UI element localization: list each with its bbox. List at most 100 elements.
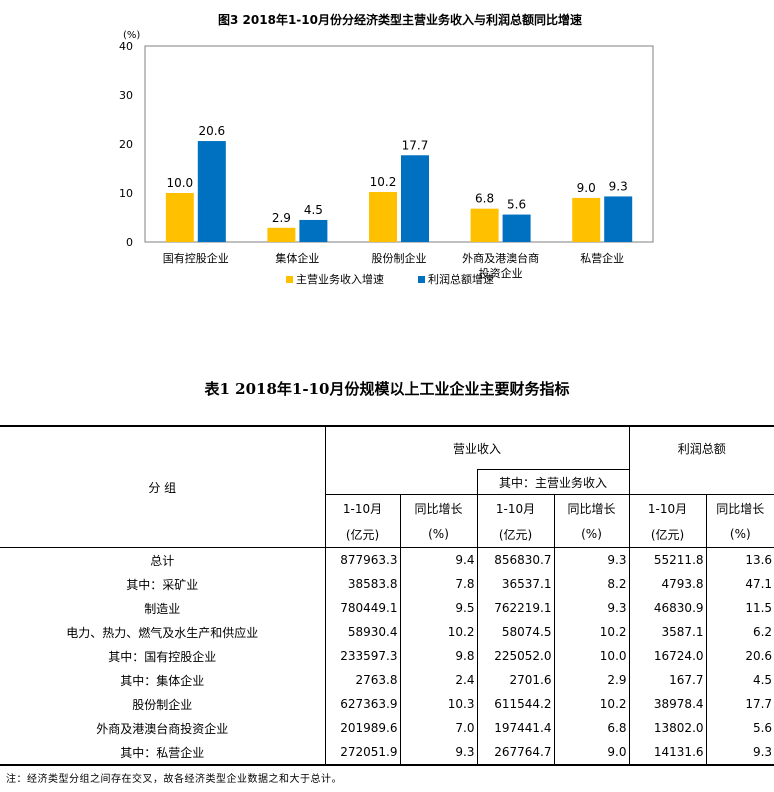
profit-growth-cell: 47.1 <box>705 572 774 596</box>
profit-cell: 38978.4 <box>628 692 707 716</box>
x-tick-label: 股份制企业 <box>372 251 427 265</box>
table-row: 总计 877963.3 9.4 856830.7 9.3 55211.8 13.… <box>0 547 774 572</box>
main-pct-header: (%) <box>553 521 630 548</box>
bar-value-label: 17.7 <box>402 138 429 152</box>
main-revenue-cell: 58074.5 <box>476 620 554 644</box>
revenue-growth-cell: 2.4 <box>399 668 477 692</box>
profit-cell: 4793.8 <box>628 572 707 596</box>
bar-value-label: 9.0 <box>577 181 596 195</box>
main-revenue-header: 其中：主营业务收入 <box>476 469 630 495</box>
profit-growth-cell: 6.2 <box>705 620 774 644</box>
main-revenue-growth-cell: 9.0 <box>553 740 630 766</box>
rev-pct-header: (%) <box>399 521 477 548</box>
bar-revenue <box>572 197 601 242</box>
profit-cell: 3587.1 <box>628 620 707 644</box>
table-row: 股份制企业 627363.9 10.3 611544.2 10.2 38978.… <box>0 692 774 716</box>
profit-cell: 14131.6 <box>628 740 707 766</box>
main-unit-header: (亿元) <box>476 521 554 548</box>
bar-profit <box>299 219 328 242</box>
main-period-header: 1-10月 <box>476 494 554 521</box>
profit-cell: 13802.0 <box>628 716 707 740</box>
group-header: 分 组 <box>0 425 325 548</box>
bar-revenue <box>267 227 296 242</box>
main-growth-header: 同比增长 <box>553 494 630 521</box>
table-row: 制造业 780449.1 9.5 762219.1 9.3 46830.9 11… <box>0 596 774 620</box>
plot-area <box>144 45 654 243</box>
y-tick-label: 10 <box>119 187 133 200</box>
footnote: 注：经济类型分组之间存在交叉，故各经济类型企业数据之和大于总计。 <box>6 774 342 785</box>
bar-profit <box>604 196 633 242</box>
row-label: 其中：集体企业 <box>120 673 205 688</box>
profit-growth-cell: 20.6 <box>705 644 774 668</box>
bar-value-label: 5.6 <box>507 198 526 212</box>
x-tick-label: 国有控股企业 <box>163 251 229 265</box>
revenue-cell: 38583.8 <box>324 572 400 596</box>
bar-revenue <box>369 192 397 242</box>
row-label: 其中：私营企业 <box>0 740 325 766</box>
financial-indicators-table: 分 组 营业收入 利润总额 其中：主营业务收入 1-10月 同比增长 1-10月… <box>0 425 774 766</box>
main-revenue-growth-cell: 9.3 <box>553 596 630 620</box>
bar-profit <box>401 155 429 242</box>
table-row: 其中：国有控股企业 233597.3 9.8 225052.0 10.0 167… <box>0 644 774 668</box>
legend-label: 主营业务收入增速 <box>296 272 384 286</box>
revenue-growth-cell: 9.5 <box>399 596 477 620</box>
main-revenue-growth-cell: 2.9 <box>553 668 630 692</box>
profit-pct-header: (%) <box>705 521 774 548</box>
profit-growth-cell: 17.7 <box>705 692 774 716</box>
profit-unit-header: (亿元) <box>628 521 707 548</box>
profit-cell: 55211.8 <box>628 547 707 572</box>
bar-profit <box>502 214 531 242</box>
rev-unit-header: (亿元) <box>324 521 400 548</box>
y-tick-label: 30 <box>119 89 133 102</box>
main-revenue-growth-cell: 9.3 <box>553 547 630 572</box>
main-revenue-cell: 267764.7 <box>476 740 554 766</box>
revenue-cell: 2763.8 <box>324 668 400 692</box>
table-row: 其中：采矿业 38583.8 7.8 36537.1 8.2 4793.8 47… <box>0 572 774 596</box>
revenue-header: 营业收入 <box>324 425 630 470</box>
revenue-cell: 877963.3 <box>324 547 400 572</box>
profit-period-header: 1-10月 <box>628 494 707 521</box>
table-title: 表1 2018年1-10月份规模以上工业企业主要财务指标 <box>204 380 570 398</box>
main-revenue-cell: 856830.7 <box>476 547 554 572</box>
bar-value-label: 20.6 <box>198 124 225 138</box>
revenue-cell: 627363.9 <box>324 692 400 716</box>
bar-value-label: 10.0 <box>166 176 193 190</box>
bar-profit <box>197 141 226 242</box>
bar-value-label: 2.9 <box>272 211 291 225</box>
chart-title: 图3 2018年1-10月份分经济类型主营业务收入与利润总额同比增速 <box>218 12 582 27</box>
rev-period-header: 1-10月 <box>324 494 400 521</box>
row-label: 制造业 <box>144 601 181 616</box>
main-revenue-growth-cell: 6.8 <box>553 716 630 740</box>
revenue-growth-cell: 7.0 <box>399 716 477 740</box>
legend-swatch <box>418 276 425 283</box>
row-label: 外商及港澳台商投资企业 <box>96 721 229 736</box>
growth-chart: 图3 2018年1-10月份分经济类型主营业务收入与利润总额同比增速 (%) 0 10… <box>108 0 668 305</box>
main-revenue-cell: 197441.4 <box>476 716 554 740</box>
row-label: 其中：采矿业 <box>126 577 199 592</box>
profit-cell: 167.7 <box>628 668 707 692</box>
revenue-growth-cell: 7.8 <box>399 572 477 596</box>
row-label: 其中：国有控股企业 <box>108 649 217 664</box>
x-tick-label: 投资企业 <box>479 266 523 280</box>
revenue-cell: 780449.1 <box>324 596 400 620</box>
x-tick-label: 集体企业 <box>275 251 319 265</box>
profit-cell: 16724.0 <box>628 644 707 668</box>
revenue-cell: 201989.6 <box>324 716 400 740</box>
growth-chart-svg: 图3 2018年1-10月份分经济类型主营业务收入与利润总额同比增速 (%) 0 10… <box>119 12 654 286</box>
main-revenue-growth-cell: 10.0 <box>553 644 630 668</box>
main-revenue-cell: 225052.0 <box>476 644 554 668</box>
bar-value-label: 10.2 <box>370 175 397 189</box>
revenue-growth-cell: 9.3 <box>399 740 477 766</box>
row-label: 总计 <box>150 553 175 568</box>
profit-header: 利润总额 <box>628 425 774 470</box>
revenue-cell: 272051.9 <box>324 740 400 766</box>
bar-revenue <box>470 208 499 242</box>
rev-growth-header: 同比增长 <box>399 494 477 521</box>
main-revenue-growth-cell: 10.2 <box>553 620 630 644</box>
main-revenue-cell: 762219.1 <box>476 596 554 620</box>
profit-cell: 46830.9 <box>628 596 707 620</box>
revenue-growth-cell: 10.3 <box>399 692 477 716</box>
main-revenue-cell: 36537.1 <box>476 572 554 596</box>
main-revenue-cell: 2701.6 <box>476 668 554 692</box>
y-tick-label: 40 <box>119 40 133 53</box>
